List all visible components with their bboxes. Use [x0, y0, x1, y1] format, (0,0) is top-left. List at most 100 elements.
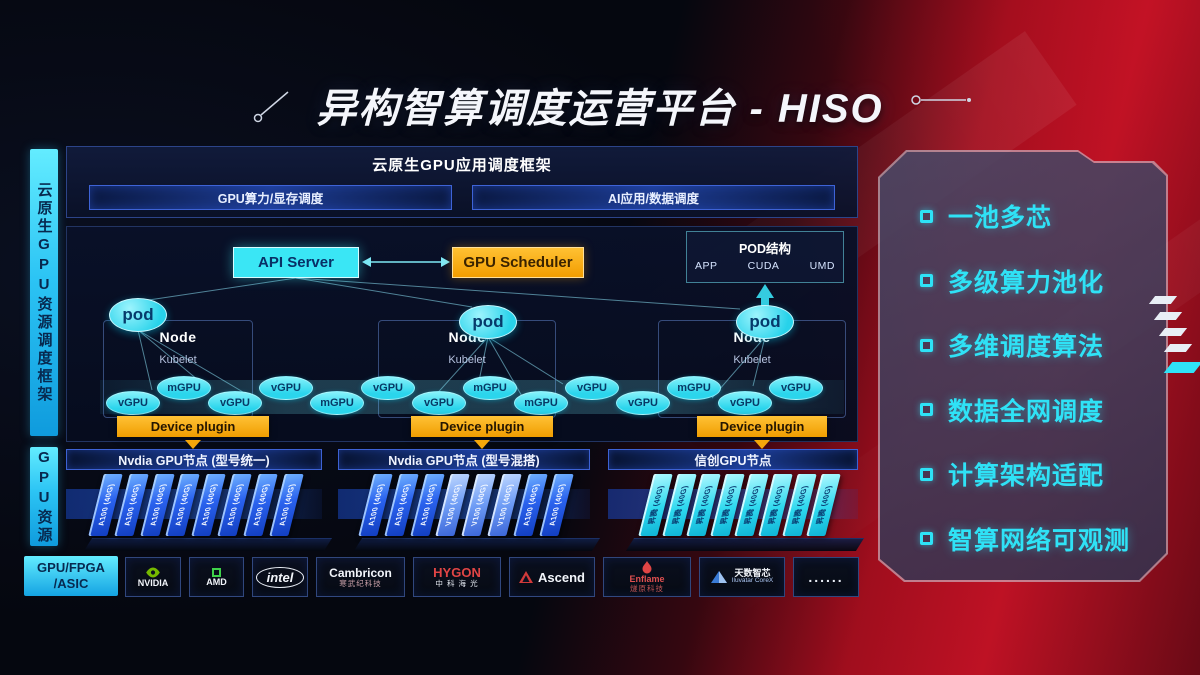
device-plugin-box-3: Device plugin: [697, 416, 827, 437]
feature-item-1: 一池多芯: [920, 198, 1052, 234]
amd-logo-icon: [212, 567, 221, 577]
gpu-slice-mgpu: mGPU: [463, 376, 517, 400]
gpu-group-bar-2: Nvdia GPU节点 (型号混搭): [338, 449, 590, 470]
device-plugin-box-1: Device plugin: [117, 416, 269, 437]
gpu-platform: [625, 538, 865, 551]
pod-layer-label: UMD: [809, 260, 835, 272]
gpu-slice-vgpu: vGPU: [412, 391, 466, 415]
vendor-box-5: HYGON 中 科 海 光: [413, 557, 501, 597]
gpu-slice-vgpu: vGPU: [616, 391, 670, 415]
vendor-box-3: intel: [252, 557, 308, 597]
device-plugin-box-2: Device plugin: [411, 416, 553, 437]
checkbox-icon: [920, 338, 933, 352]
gpu-slice-vgpu: vGPU: [106, 391, 160, 415]
feature-item-6: 智算网络可观测: [920, 521, 1130, 557]
vendor-name: 天数智芯: [734, 568, 771, 579]
app-framework-title: 云原生GPU应用调度框架: [372, 157, 552, 174]
pod-layer-label: CUDA: [747, 260, 780, 272]
down-arrow-icon: [185, 440, 201, 449]
vendor-subtitle: 中 科 海 光: [435, 579, 479, 589]
vendor-subtitle: 寒武纪科技: [339, 578, 382, 588]
vendor-text-col: 天数智芯 Iluvatar CoreX: [732, 569, 774, 585]
gpu-platform: [83, 538, 333, 551]
vendor-box-6: Ascend: [509, 557, 595, 597]
app-framework-bars: GPU算力/显存调度 AI应用/数据调度: [89, 185, 835, 210]
gpu-slice-vgpu: vGPU: [208, 391, 262, 415]
api-server-box: API Server: [233, 247, 359, 278]
vendor-box-1: NVIDIA: [125, 557, 181, 597]
checkbox-icon: [920, 532, 933, 545]
feature-item-5: 计算架构适配: [920, 456, 1104, 492]
vendor-box-8: 天数智芯 Iluvatar CoreX: [699, 557, 785, 597]
down-arrow-icon: [754, 440, 770, 449]
feature-panel-bg: [880, 152, 1166, 580]
gpu-slice-vgpu: vGPU: [565, 376, 619, 400]
feature-item-3: 多维调度算法: [920, 327, 1104, 363]
feature-label: 多维调度算法: [948, 333, 1105, 361]
gpu-slice-mgpu: mGPU: [514, 391, 568, 415]
feature-label: 多级算力池化: [948, 268, 1105, 297]
pod-ellipse-2: pod: [459, 305, 517, 339]
vendor-box-7: Enflame 燧原科技: [603, 557, 691, 597]
pod-structure-layers: APP CUDA UMD: [695, 260, 835, 272]
vendor-name: Cambricon: [329, 565, 392, 580]
ascend-logo-icon: [519, 571, 534, 583]
gpu-scheduler-box: GPU Scheduler: [452, 247, 584, 278]
vendor-name: NVIDIA: [137, 577, 169, 588]
vendor-subtitle: Iluvatar CoreX: [731, 577, 774, 585]
scheduler-bar-1: GPU算力/显存调度: [89, 185, 452, 210]
vendor-name: Ascend: [538, 569, 585, 585]
iluvatar-logo-icon: [710, 571, 727, 583]
enflame-logo-icon: [642, 561, 652, 574]
gpu-slice-mgpu: mGPU: [157, 376, 211, 400]
gpu-slice-vgpu: vGPU: [718, 391, 772, 415]
kubelet-label: Kubelet: [733, 354, 771, 366]
intel-logo-icon: intel: [255, 566, 305, 588]
vendor-name: ......: [808, 569, 844, 585]
gpu-group-bar-1: Nvdia GPU节点 (型号统一): [66, 449, 322, 470]
scheduler-bar-2: AI应用/数据调度: [472, 185, 835, 210]
vendor-name: HYGON: [433, 565, 481, 581]
sidebar-framework-label: 云原生GPU资源调度框架: [35, 181, 53, 404]
gpu-slice-vgpu: vGPU: [259, 376, 313, 400]
feature-label: 计算架构适配: [948, 462, 1105, 490]
gpu-slice-mgpu: mGPU: [310, 391, 364, 415]
sidebar-gpu-resource-tab: GPU资源: [30, 447, 58, 546]
vendor-name: Enflame: [629, 574, 665, 585]
vendor-text-col: Ascend: [538, 571, 585, 584]
pod-ellipse-3: pod: [736, 305, 794, 339]
pod-ellipse-1: pod: [109, 298, 167, 332]
feature-item-2: 多级算力池化: [920, 263, 1104, 299]
kubelet-label: Kubelet: [159, 354, 197, 366]
gpu-slice-vgpu: vGPU: [769, 376, 823, 400]
pod-structure-title: POD结构: [738, 242, 792, 256]
sidebar-gpu-resource-label: GPU资源: [35, 448, 53, 545]
vendor-box-4: Cambricon 寒武纪科技: [316, 557, 405, 597]
checkbox-icon: [920, 274, 933, 287]
page-title: 异构智算调度运营平台 - HISO: [316, 87, 884, 131]
pod-layer-label: APP: [695, 260, 718, 272]
title-left-circuit-icon: [253, 91, 289, 123]
vendor-box-2: AMD: [189, 557, 244, 597]
app-framework-panel: 云原生GPU应用调度框架 GPU算力/显存调度 AI应用/数据调度: [66, 146, 858, 218]
vendor-logo-row: Ascend: [519, 571, 585, 584]
checkbox-icon: [920, 209, 933, 223]
down-arrow-icon: [474, 440, 490, 449]
vendor-logo-row: 天数智芯 Iluvatar CoreX: [710, 569, 774, 585]
pod-structure-box: POD结构 APP CUDA UMD: [686, 231, 844, 283]
feature-label: 一池多芯: [948, 204, 1053, 232]
gpu-slice-vgpu: vGPU: [361, 376, 415, 400]
feature-label: 智算网络可观测: [948, 526, 1131, 555]
gpu-slice-mgpu: mGPU: [667, 376, 721, 400]
vendor-box-9: ......: [793, 557, 859, 597]
nvidia-logo-icon: [146, 567, 160, 577]
vendor-subtitle: 燧原科技: [630, 584, 664, 594]
feature-item-4: 数据全网调度: [920, 392, 1104, 428]
gpu-group-bar-3: 信创GPU节点: [608, 449, 858, 470]
title-right-circuit-icon: [911, 95, 971, 105]
hardware-types-box: GPU/FPGA /ASIC: [24, 556, 118, 596]
checkbox-icon: [920, 403, 933, 416]
node-label: Node: [159, 329, 197, 345]
kubelet-label: Kubelet: [448, 354, 486, 366]
